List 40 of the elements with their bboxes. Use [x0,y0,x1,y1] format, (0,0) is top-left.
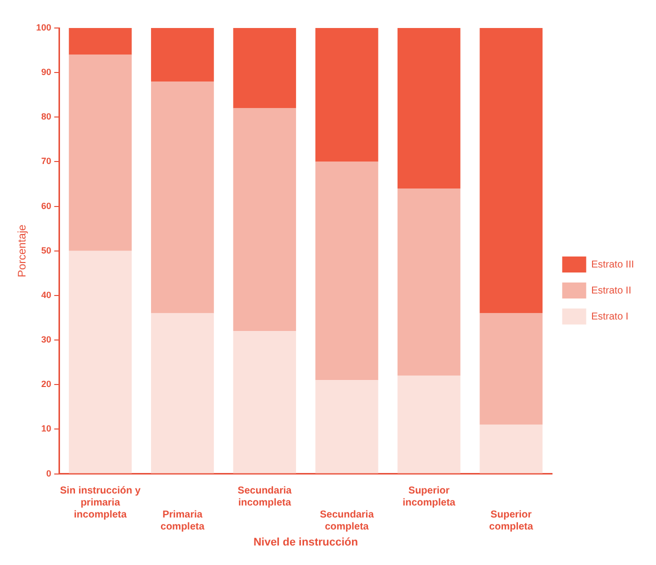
x-tick-label: Sin instrucción y primaria incompleta [60,486,142,521]
legend-label: Estrato III [591,259,634,270]
bar [315,380,378,474]
y-axis-title: Porcentaje [16,224,29,278]
bar [398,188,460,376]
y-tick-label: 0 [46,468,52,478]
x-tick-label: Primaria completa [160,510,205,533]
y-tick-label: 20 [41,379,52,390]
y-tick-label: 40 [41,290,52,300]
x-axis-title: Nivel de instrucción [253,536,358,548]
x-tick-label: Secundaria incompleta [238,486,292,509]
bar [151,28,214,82]
y-tick-label: 10 [41,424,52,434]
y-tick-label: 60 [41,200,52,211]
y-tick-label: 90 [41,67,52,78]
legend-label: Estrato II [591,285,632,296]
legend-label: Estrato I [591,311,628,322]
y-tick-label: 50 [41,245,52,256]
bar [151,313,214,474]
bar [233,331,296,474]
x-tick-label: Superior completa [489,510,534,533]
y-tick-label: 80 [41,112,52,122]
bar [68,250,132,474]
bar [398,376,460,474]
x-tick-label: Secundaria completa [320,510,374,533]
y-tick-label: 70 [41,156,52,166]
bar [480,28,543,314]
bar [480,424,543,474]
bar [233,28,296,108]
y-tick-label: 100 [36,22,52,32]
bar [315,28,378,162]
bar [68,28,132,55]
bar [151,81,214,314]
bar [398,28,460,188]
bar [480,313,543,425]
bar [315,162,378,380]
bar [233,108,296,332]
x-tick-label: Superior incompleta [402,486,456,509]
bar [68,54,132,251]
y-tick-label: 30 [41,334,52,345]
